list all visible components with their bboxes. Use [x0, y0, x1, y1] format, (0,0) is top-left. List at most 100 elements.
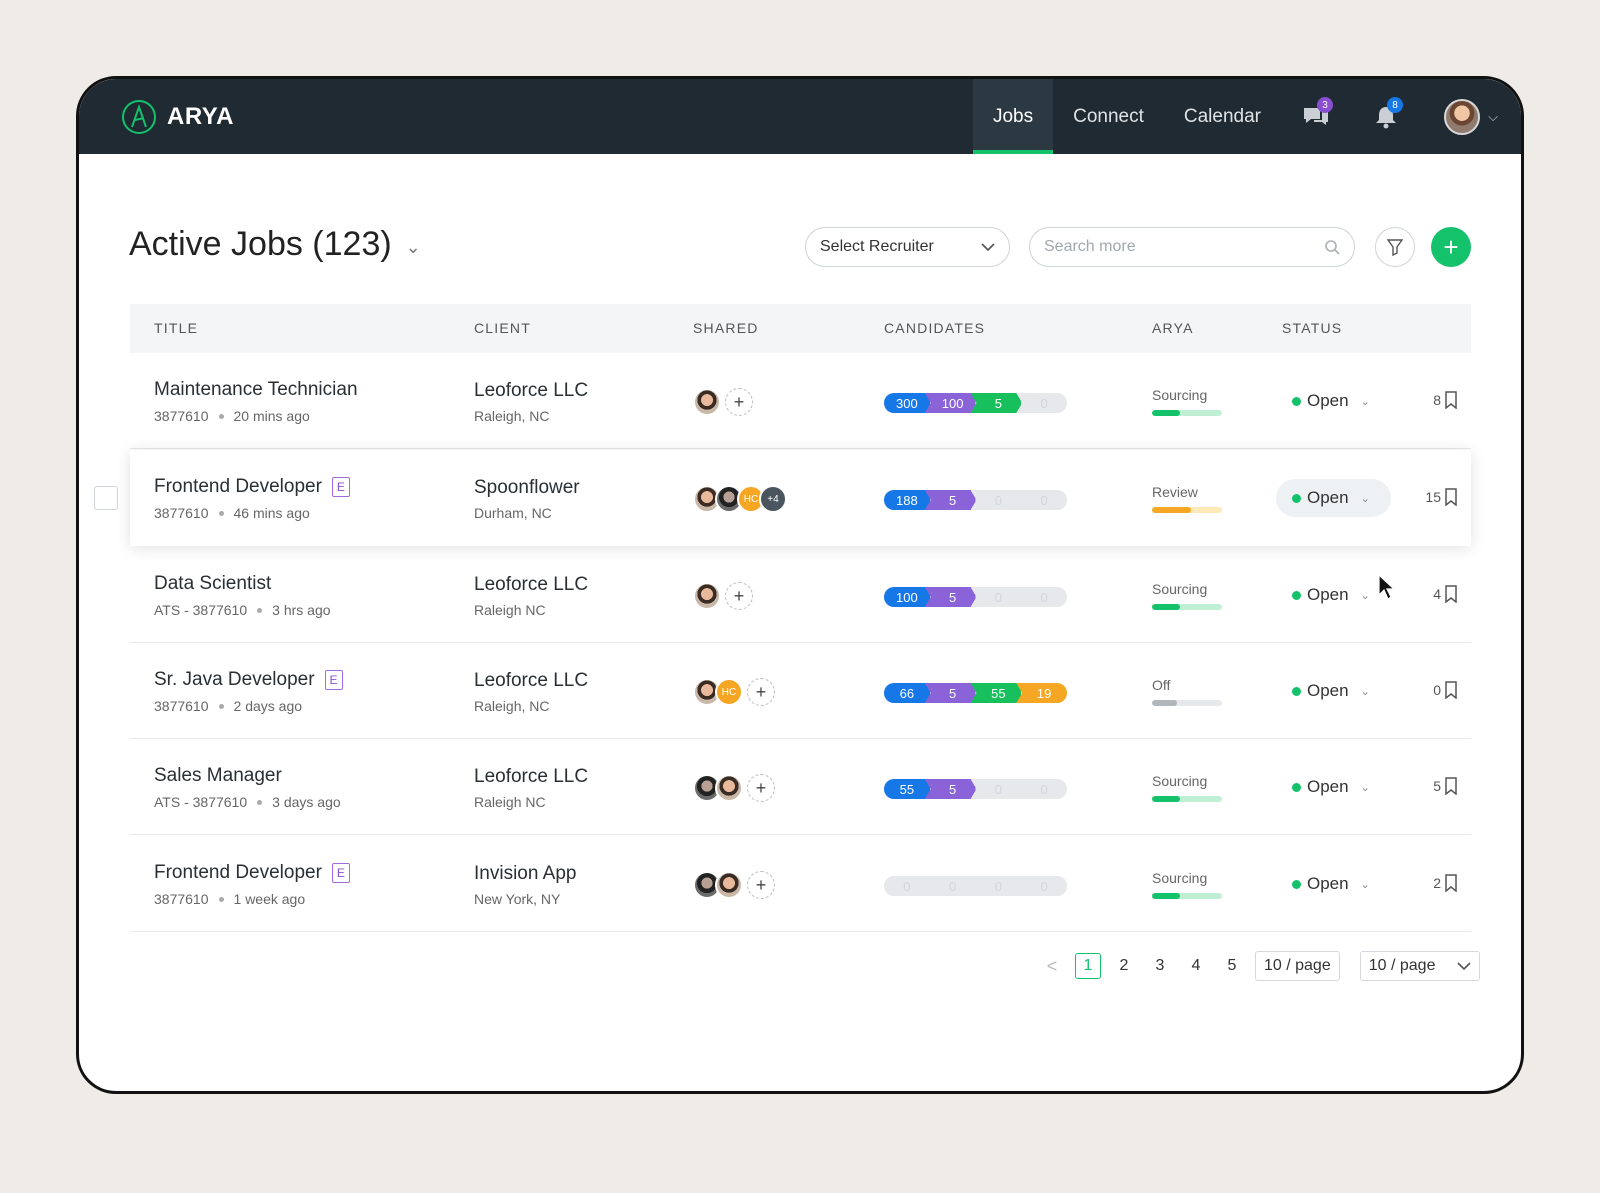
more-users-badge[interactable]: +4 [759, 485, 787, 513]
candidate-stage-count[interactable]: 188 [884, 490, 930, 510]
avatar[interactable] [693, 388, 721, 416]
job-title-link[interactable]: Maintenance Technician [154, 379, 358, 401]
notifications-button[interactable]: 8 [1351, 79, 1421, 154]
page-size-input[interactable]: 10 / page [1255, 951, 1340, 981]
column-header-client[interactable]: CLIENT [474, 320, 531, 336]
chevron-down-icon: ⌄ [1360, 395, 1370, 408]
candidate-stage-count[interactable]: 0 [924, 876, 976, 896]
arya-progress-bar [1152, 604, 1222, 610]
table-header: TITLE CLIENT SHARED CANDIDATES ARYA STAT… [130, 304, 1471, 353]
candidate-stage-count[interactable]: 5 [924, 779, 976, 799]
search-icon[interactable] [1324, 239, 1340, 255]
status-dropdown[interactable]: Open ⌄ [1276, 576, 1391, 614]
table-row[interactable]: Frontend Developer E 3877610 1 week ago Invi… [130, 836, 1471, 932]
table-row[interactable]: Sales Manager ATS - 3877610 3 days ago Leof… [130, 739, 1471, 835]
candidate-stage-count[interactable]: 0 [1016, 587, 1067, 607]
candidate-stage-count[interactable]: 0 [1016, 393, 1067, 413]
candidate-stage-count[interactable]: 0 [1016, 779, 1067, 799]
status-label: Open [1307, 681, 1349, 700]
candidate-stage-count[interactable]: 19 [1016, 683, 1067, 703]
messages-button[interactable]: 3 [1281, 79, 1351, 154]
candidate-stage-count[interactable]: 0 [884, 876, 930, 896]
job-title-link[interactable]: Sr. Java Developer E [154, 669, 343, 691]
chevron-down-icon[interactable]: ⌄ [405, 237, 421, 257]
bookmark-count: 8 [1433, 392, 1441, 408]
avatar-initials[interactable]: HC [715, 678, 743, 706]
arya-progress-fill [1152, 893, 1180, 899]
candidate-stage-count[interactable]: 100 [884, 587, 930, 607]
nav-item-jobs[interactable]: Jobs [972, 79, 1054, 154]
job-time: 46 mins ago [233, 505, 310, 521]
separator-dot [257, 607, 263, 613]
recruiter-select[interactable]: Select Recruiter [805, 227, 1010, 267]
row-checkbox[interactable] [94, 486, 118, 510]
page-button-5[interactable]: 5 [1227, 957, 1237, 974]
page-button-2[interactable]: 2 [1119, 957, 1129, 974]
candidate-stage-count[interactable]: 0 [970, 587, 1022, 607]
status-dropdown[interactable]: Open ⌄ [1276, 479, 1391, 517]
candidate-stage-count[interactable]: 55 [884, 779, 930, 799]
candidate-stage-count[interactable]: 5 [924, 683, 976, 703]
candidate-stage-count[interactable]: 0 [970, 779, 1022, 799]
search-input[interactable] [1044, 238, 1324, 256]
add-share-button[interactable]: + [747, 678, 775, 706]
table-row[interactable]: Sr. Java Developer E 3877610 2 days ago Leof… [130, 643, 1471, 739]
bookmark-button[interactable]: 4 [1433, 585, 1459, 603]
column-header-shared[interactable]: SHARED [693, 320, 759, 336]
column-header-candidates[interactable]: CANDIDATES [884, 320, 986, 336]
candidate-stage-count[interactable]: 0 [1016, 876, 1067, 896]
status-dropdown[interactable]: Open ⌄ [1276, 382, 1391, 420]
client-name: Leoforce LLC [474, 670, 589, 691]
table-row[interactable]: Frontend Developer E 3877610 46 mins ago Spo… [94, 450, 1471, 546]
add-job-button[interactable]: + [1431, 227, 1471, 267]
job-title-link[interactable]: Data Scientist [154, 573, 271, 595]
page-button-4[interactable]: 4 [1191, 957, 1201, 974]
page-button-1[interactable]: 1 [1075, 953, 1101, 979]
candidate-stage-count[interactable]: 0 [970, 876, 1022, 896]
bookmark-button[interactable]: 15 [1425, 488, 1459, 506]
candidate-stage-count[interactable]: 66 [884, 683, 930, 703]
filter-button[interactable] [1375, 227, 1415, 267]
page-button-3[interactable]: 3 [1155, 957, 1165, 974]
candidate-stage-count[interactable]: 300 [884, 393, 930, 413]
shared-users: + [693, 871, 775, 899]
candidate-stage-count[interactable]: 55 [970, 683, 1022, 703]
avatar[interactable] [715, 774, 743, 802]
column-header-title[interactable]: TITLE [154, 320, 199, 336]
table-row[interactable]: Data Scientist ATS - 3877610 3 hrs ago Leof… [130, 547, 1471, 643]
avatar[interactable] [715, 871, 743, 899]
candidate-stage-count[interactable]: 0 [1016, 490, 1067, 510]
arya-status: Sourcing [1152, 870, 1222, 899]
status-dropdown[interactable]: Open ⌄ [1276, 672, 1391, 710]
profile-menu[interactable]: ⌵ [1421, 79, 1521, 154]
status-dropdown[interactable]: Open ⌄ [1276, 865, 1391, 903]
bookmark-button[interactable]: 2 [1433, 874, 1459, 892]
table-row[interactable]: Maintenance Technician 3877610 20 mins ago… [130, 353, 1471, 449]
column-header-status[interactable]: STATUS [1282, 320, 1343, 336]
column-header-arya[interactable]: ARYA [1152, 320, 1194, 336]
bookmark-button[interactable]: 0 [1433, 681, 1459, 699]
status-dropdown[interactable]: Open ⌄ [1276, 768, 1391, 806]
candidate-stage-count[interactable]: 100 [924, 393, 976, 413]
candidate-stage-count[interactable]: 5 [970, 393, 1022, 413]
add-share-button[interactable]: + [747, 774, 775, 802]
add-share-button[interactable]: + [747, 871, 775, 899]
nav-item-connect[interactable]: Connect [1073, 105, 1144, 127]
logo[interactable]: ARYA [121, 99, 234, 135]
page-size-select[interactable]: 10 / page [1359, 951, 1480, 981]
candidate-stage-count[interactable]: 5 [924, 490, 976, 510]
job-title-link[interactable]: Frontend Developer E [154, 862, 350, 884]
candidate-stage-count[interactable]: 0 [970, 490, 1022, 510]
candidate-stage-count[interactable]: 5 [924, 587, 976, 607]
bookmark-count: 0 [1433, 682, 1441, 698]
job-title-link[interactable]: Sales Manager [154, 765, 282, 787]
bookmark-button[interactable]: 5 [1433, 777, 1459, 795]
add-share-button[interactable]: + [725, 582, 753, 610]
nav-item-calendar[interactable]: Calendar [1183, 105, 1261, 127]
bookmark-button[interactable]: 8 [1433, 391, 1459, 409]
prev-page-button[interactable]: < [1046, 955, 1058, 976]
avatar[interactable] [693, 582, 721, 610]
job-title-link[interactable]: Frontend Developer E [154, 476, 350, 498]
add-share-button[interactable]: + [725, 388, 753, 416]
